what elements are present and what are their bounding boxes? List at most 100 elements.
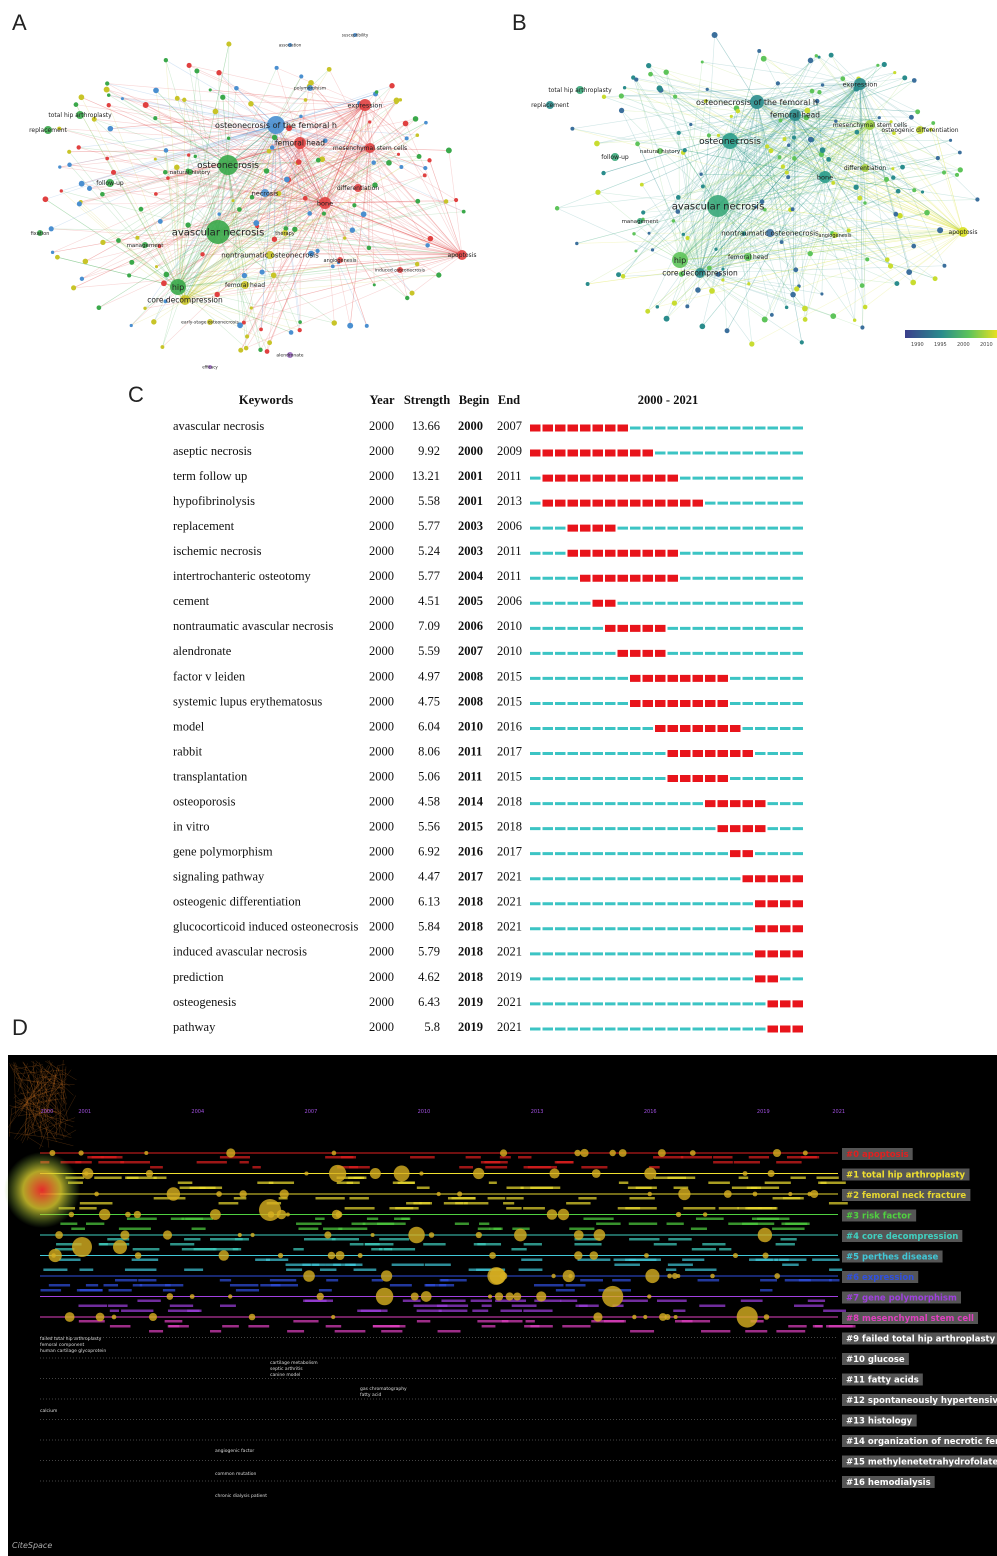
network-node xyxy=(712,32,718,38)
keyword: osteogenesis xyxy=(173,995,236,1009)
keyword-node xyxy=(574,1230,584,1240)
keyword-text xyxy=(466,1156,481,1159)
network-node xyxy=(891,175,895,179)
color-scale-tick: 2010 xyxy=(980,342,993,348)
year: 2000 xyxy=(369,845,394,859)
network-node xyxy=(855,130,860,135)
keyword: term follow up xyxy=(173,469,247,483)
keyword-text xyxy=(219,1202,239,1205)
logo: CiteSpace xyxy=(12,1541,52,1550)
end: 2019 xyxy=(497,970,522,984)
network-node xyxy=(424,121,428,125)
keyword-text xyxy=(452,1197,476,1200)
strength: 13.66 xyxy=(412,419,440,433)
keyword-node xyxy=(758,1228,772,1242)
keyword-text xyxy=(698,1279,720,1282)
keyword-text xyxy=(335,1330,366,1333)
keyword-node xyxy=(632,1315,636,1319)
network-node xyxy=(831,181,835,185)
keyword-node xyxy=(580,1149,588,1157)
keyword-node xyxy=(644,1167,656,1179)
keyword-text xyxy=(580,1279,603,1282)
keyword-node xyxy=(135,1252,142,1259)
strength: 5.84 xyxy=(418,920,441,934)
keyword-node xyxy=(500,1149,507,1156)
keyword-text xyxy=(305,1300,327,1303)
keyword-text xyxy=(49,1284,70,1287)
keyword-node xyxy=(489,1252,496,1259)
keyword-node xyxy=(436,1192,440,1196)
network-node xyxy=(367,246,371,250)
keyword-text xyxy=(86,1284,98,1287)
network-node xyxy=(352,203,356,207)
keyword-text xyxy=(345,1207,375,1210)
keyword-node xyxy=(593,1312,602,1321)
begin: 2015 xyxy=(458,820,483,834)
strength: 6.43 xyxy=(418,995,440,1009)
end: 2021 xyxy=(497,920,522,934)
keyword-text xyxy=(401,1218,410,1221)
strength: 7.09 xyxy=(418,619,440,633)
network-node xyxy=(909,115,914,120)
keyword-text xyxy=(138,1279,156,1282)
network-node xyxy=(884,177,889,182)
network-node xyxy=(646,63,651,68)
keyword-text xyxy=(59,1259,80,1262)
network-node xyxy=(187,63,192,68)
keyword-node xyxy=(335,1251,344,1260)
network-edge xyxy=(325,203,462,255)
keyword-text xyxy=(734,1161,760,1164)
keyword-node xyxy=(724,1190,732,1198)
keyword-label: septic arthritis xyxy=(270,1366,303,1372)
keyword: pathway xyxy=(173,1020,216,1034)
keyword-node xyxy=(774,1273,780,1279)
node-label: early-stage osteonecrosis xyxy=(181,320,239,326)
node-label: polymorphism xyxy=(294,86,326,92)
keyword-node xyxy=(51,1253,55,1257)
network-node xyxy=(303,196,308,201)
network-edge xyxy=(57,257,178,287)
network-node xyxy=(645,309,650,314)
keyword-text xyxy=(132,1259,159,1262)
keyword-node xyxy=(381,1270,392,1281)
cluster-label: #14 organization of necrotic femoral he xyxy=(846,1437,997,1447)
network-node xyxy=(685,236,689,240)
network-node xyxy=(405,296,409,300)
year: 2000 xyxy=(369,995,394,1009)
network-node xyxy=(209,88,212,91)
keyword-node xyxy=(743,1171,748,1176)
network-edge xyxy=(244,255,462,323)
network: osteonecrosis of the femoral hosteonecro… xyxy=(531,32,979,347)
keyword-text xyxy=(578,1197,596,1200)
network-node xyxy=(389,83,394,88)
keyword-text xyxy=(149,1330,163,1333)
network-node xyxy=(272,237,277,242)
strength: 9.92 xyxy=(418,444,440,458)
network-node xyxy=(163,170,167,174)
network-edge xyxy=(369,148,370,248)
network-node xyxy=(444,199,448,203)
keyword-text xyxy=(820,1182,845,1185)
begin: 2008 xyxy=(458,694,483,708)
keyword-text xyxy=(675,1320,693,1323)
network-node xyxy=(399,165,403,169)
keyword-text xyxy=(298,1228,318,1231)
keyword: transplantation xyxy=(173,769,248,783)
network-node xyxy=(700,323,706,329)
network-node xyxy=(672,300,677,305)
keyword-text xyxy=(566,1202,590,1205)
network-node xyxy=(410,291,415,296)
year: 2000 xyxy=(369,694,394,708)
strength: 4.97 xyxy=(418,669,440,683)
network-node xyxy=(161,280,167,286)
keyword-text xyxy=(668,1264,693,1267)
network-node xyxy=(736,109,741,114)
keyword-text xyxy=(500,1310,522,1313)
network-node xyxy=(906,269,912,275)
network-node xyxy=(699,172,702,175)
keyword-text xyxy=(286,1264,311,1267)
keyword-text xyxy=(503,1202,514,1205)
keyword: model xyxy=(173,719,205,733)
strength: 5.06 xyxy=(418,769,440,783)
keyword-node xyxy=(332,1210,342,1220)
